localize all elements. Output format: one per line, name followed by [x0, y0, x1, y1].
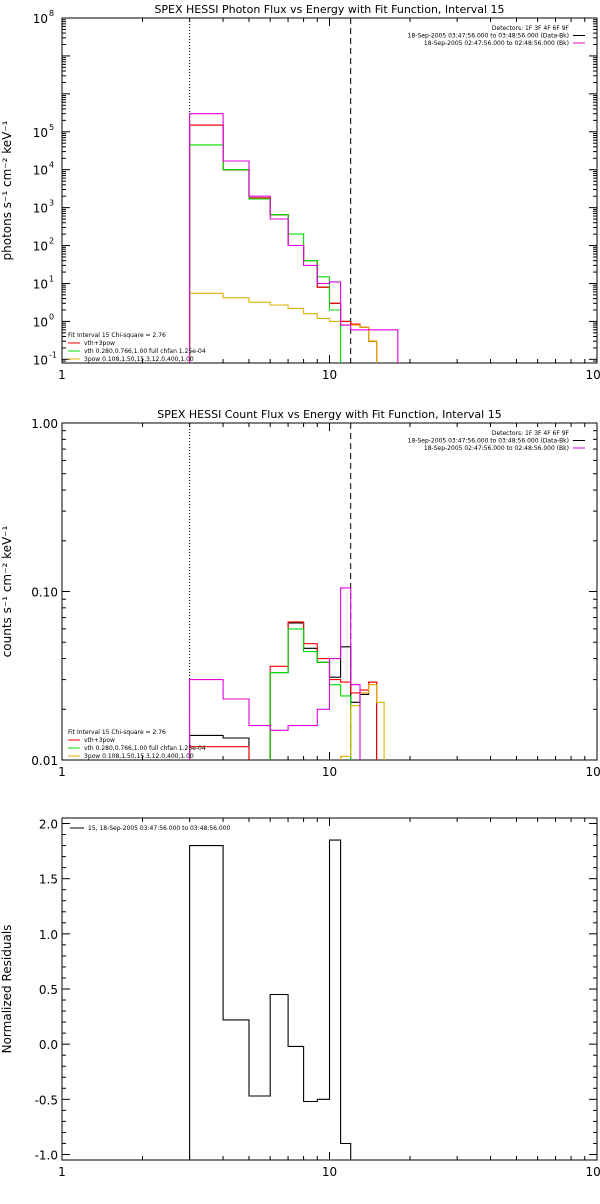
- y-tick-exponent: 5: [49, 123, 54, 132]
- series-group: [189, 839, 352, 1160]
- y-tick-label: 10 0: [33, 312, 54, 329]
- y-tick-label: 10 8: [33, 9, 54, 26]
- series-line-red: [189, 621, 378, 760]
- y-tick-label: 10 3: [33, 199, 54, 216]
- series-line-red: [189, 124, 378, 363]
- legend-bottom: Fit Interval 15 Chi-square = 2.76vth+3po…: [68, 729, 206, 760]
- y-tick-base: 10: [33, 315, 48, 329]
- y-tick-base: 10: [33, 164, 48, 178]
- y-tick-base: 10: [33, 12, 48, 26]
- y-tick-label: 0.10: [31, 586, 58, 600]
- x-tick-label: 1: [58, 368, 66, 382]
- y-tick-base: 10: [33, 202, 48, 216]
- y-tick-label: 0.01: [31, 754, 58, 768]
- plot-frame: [61, 17, 598, 364]
- x-tick-label: 100: [586, 368, 600, 382]
- legend-entry: 18-Sep-2005 02:47:56.000 to 02:48:56.000…: [424, 445, 569, 452]
- y-tick-label: -1.0: [35, 1148, 58, 1162]
- legend-entry: Detectors: 1F 3F 4F 6F 9F: [492, 25, 570, 32]
- y-tick-exponent: 2: [49, 237, 54, 246]
- y-axis-label: counts s⁻¹ cm⁻² keV⁻¹: [0, 525, 14, 657]
- legend-entry: 3pow 0.108,1.50,15.3,12.0,400,1.00: [84, 356, 194, 363]
- y-tick-exponent: 0: [49, 312, 54, 321]
- y-tick-exponent: 4: [49, 161, 54, 170]
- x-tick-label: 10: [322, 368, 337, 382]
- x-tick-label: 100: [586, 765, 600, 779]
- y-tick-label: 10 5: [33, 123, 54, 140]
- y-tick-exponent: 1: [49, 274, 54, 283]
- series-line-magenta: [189, 113, 399, 363]
- y-tick-base: 10: [33, 353, 48, 367]
- y-tick-label: 1.0: [39, 928, 58, 942]
- legend-entry: 18-Sep-2005 03:47:56.000 to 03:48:56.000…: [408, 438, 569, 445]
- chart-title: SPEX HESSI Count Flux vs Energy with Fit…: [157, 408, 501, 421]
- y-tick-label: 10 4: [33, 161, 54, 178]
- series-line-black: [189, 124, 378, 363]
- y-tick-label: 10 2: [33, 237, 54, 254]
- x-tick-label: 10: [322, 765, 337, 779]
- y-tick-base: 10: [33, 277, 48, 291]
- series-line-black: [189, 622, 378, 760]
- y-tick-label: 2.0: [39, 818, 58, 832]
- x-tick-label: 10: [322, 1165, 337, 1179]
- legend-entry: 3pow 0.108,1.50,15.3,12.0,400,1.00: [84, 753, 194, 760]
- legend-bottom: Fit Interval 15 Chi-square = 2.76vth+3po…: [68, 332, 206, 363]
- legend-entry: 15, 18-Sep-2005 03:47:56.000 to 03:48:56…: [88, 825, 231, 832]
- legend-entry: 18-Sep-2005 02:47:56.000 to 02:48:56.000…: [424, 40, 569, 47]
- legend-entry: Fit Interval 15 Chi-square = 2.76: [68, 332, 166, 339]
- y-tick-label: 0.5: [39, 983, 58, 997]
- y-axis-label: Normalized Residuals: [0, 925, 14, 1054]
- y-tick-label: 1.5: [39, 873, 58, 887]
- y-tick-exponent: -1: [49, 350, 57, 359]
- y-axis-label: photons s⁻¹ cm⁻² keV⁻¹: [0, 120, 14, 260]
- y-tick-label: 10 1: [33, 274, 54, 291]
- legend-entry: Fit Interval 15 Chi-square = 2.76: [68, 729, 166, 736]
- y-tick-base: 10: [33, 240, 48, 254]
- chart-2: SPEX HESSI Count Flux vs Energy with Fit…: [0, 408, 600, 779]
- y-tick-label: 1.00: [31, 417, 58, 431]
- legend-entry: 18-Sep-2005 03:47:56.000 to 03:48:56.000…: [408, 33, 569, 40]
- series-line-green: [189, 144, 342, 363]
- legend-entry: vth+3pow: [84, 737, 115, 744]
- x-tick-label: 100: [586, 1165, 600, 1179]
- y-tick-label: 10 -1: [33, 350, 57, 367]
- series-group: [189, 113, 399, 363]
- series-line-magenta: [189, 587, 361, 760]
- y-tick-label: -0.5: [35, 1093, 58, 1107]
- y-tick-exponent: 8: [49, 9, 54, 18]
- chart-1: SPEX HESSI Photon Flux vs Energy with Fi…: [0, 3, 600, 382]
- y-tick-exponent: 3: [49, 199, 54, 208]
- x-tick-label: 1: [58, 1165, 66, 1179]
- legend-entry: vth 0.280,0.766,1.00 full chfan 1.25e-04: [84, 348, 206, 355]
- series-line-green: [269, 628, 352, 760]
- chart-title: SPEX HESSI Photon Flux vs Energy with Fi…: [154, 3, 504, 16]
- series-line-yellow: [340, 684, 385, 760]
- legend-top: 15, 18-Sep-2005 03:47:56.000 to 03:48:56…: [70, 825, 231, 832]
- legend-entry: vth+3pow: [84, 340, 115, 347]
- legend-entry: vth 0.280,0.766,1.00 full chfan 1.25e-04: [84, 745, 206, 752]
- x-tick-label: 1: [58, 765, 66, 779]
- series-line-black: [189, 839, 352, 1160]
- chart-3: Normalized Residuals 1 10 100 -1.0 -0.5 0.0 0.5…: [0, 817, 600, 1179]
- y-tick-label: 0.0: [39, 1038, 58, 1052]
- legend-entry: Detectors: 1F 3F 4F 6F 9F: [492, 430, 570, 437]
- series-line-yellow: [189, 292, 378, 363]
- y-tick-base: 10: [33, 126, 48, 140]
- series-group: [189, 587, 385, 760]
